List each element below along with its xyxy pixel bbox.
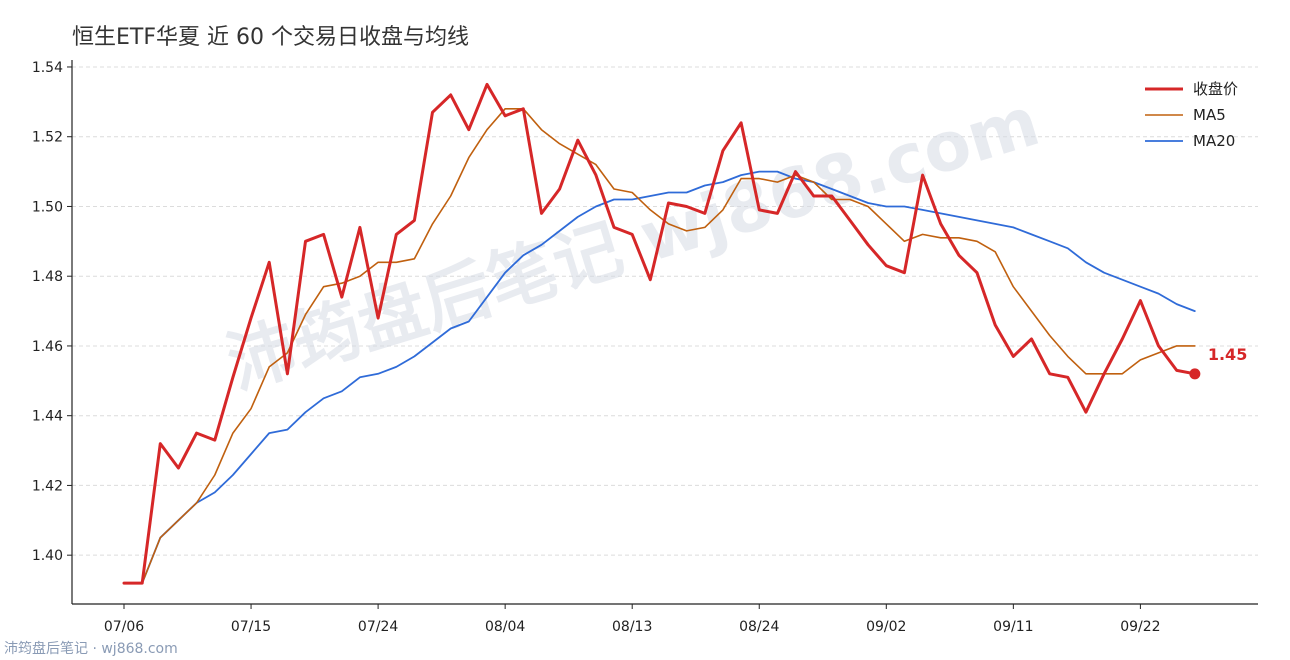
legend: 收盘价 MA5 MA20 — [1145, 80, 1238, 150]
axes: 1.40 1.42 1.44 1.46 1.48 1.50 1.52 1.54 07/06 07/… — [32, 60, 1258, 635]
y-tick-label: 1.44 — [32, 409, 63, 425]
series-lines: 1.45 — [122, 82, 1247, 585]
chart-title: 恒生ETF华夏 近 60 个交易日收盘与均线 — [72, 25, 469, 50]
legend-label: MA5 — [1193, 106, 1226, 124]
grid-lines — [72, 66, 1258, 556]
y-tick-label: 1.48 — [32, 269, 63, 285]
y-tick-label: 1.46 — [32, 339, 63, 355]
y-tick-label: 1.40 — [32, 548, 63, 564]
x-tick-label: 08/24 — [739, 619, 779, 635]
footer-credit: 沛筠盘后笔记 · wj868.com — [4, 640, 178, 657]
x-tick-label: 08/04 — [485, 619, 525, 635]
legend-label: 收盘价 — [1193, 80, 1238, 98]
x-tick-label: 08/13 — [612, 619, 652, 635]
y-tick-label: 1.54 — [32, 60, 63, 76]
y-tick-label: 1.50 — [32, 199, 63, 215]
series-line-ma5 — [123, 108, 1196, 584]
x-tick-label: 07/24 — [358, 619, 398, 635]
y-tick-label: 1.42 — [32, 478, 63, 494]
watermark: 沛筠盘后笔记 wj868.com — [219, 82, 1049, 404]
last-point-marker — [1189, 368, 1201, 380]
x-tick-label: 07/06 — [104, 619, 144, 635]
x-tick-label: 09/02 — [866, 619, 906, 635]
legend-label: MA20 — [1193, 132, 1235, 150]
x-tick-label: 09/22 — [1120, 619, 1160, 635]
y-tick-label: 1.52 — [32, 130, 63, 146]
series-line-ma20 — [123, 170, 1196, 584]
series-line-close — [122, 82, 1197, 585]
x-tick-label: 07/15 — [231, 619, 271, 635]
x-tick-label: 09/11 — [993, 619, 1033, 635]
last-value-label: 1.45 — [1208, 345, 1247, 364]
